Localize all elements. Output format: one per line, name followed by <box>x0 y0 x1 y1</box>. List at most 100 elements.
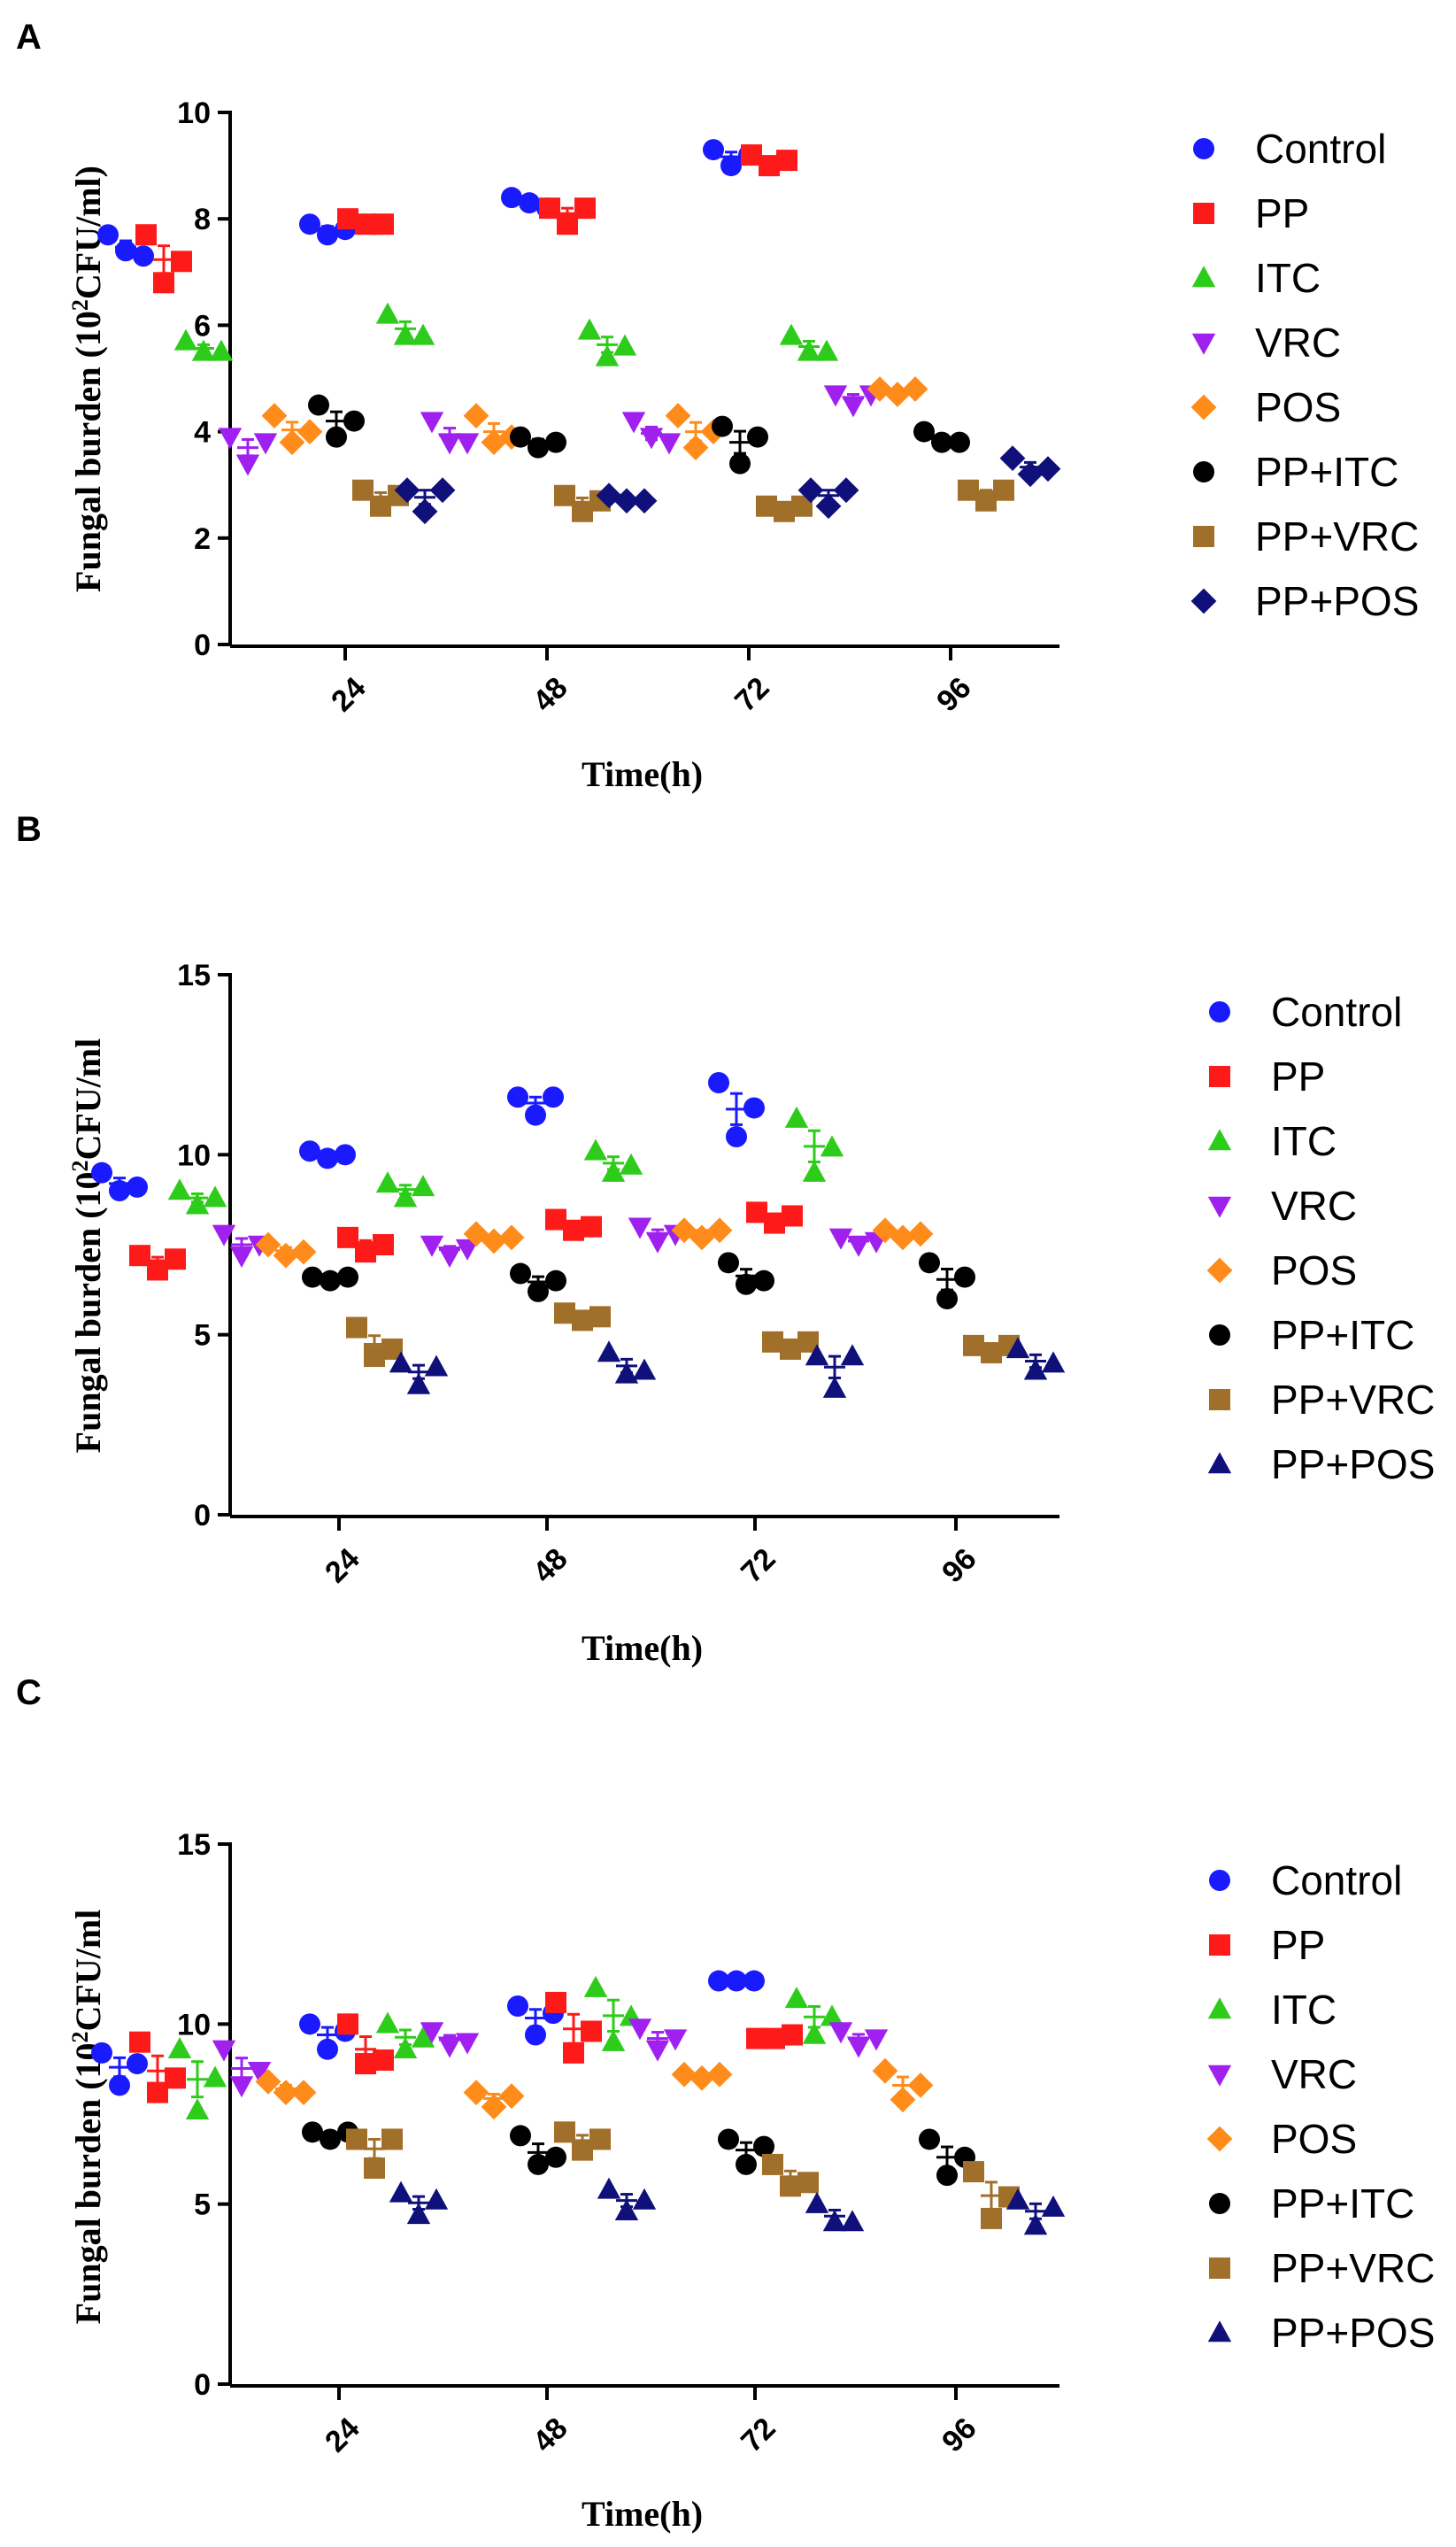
x-axis-title: Time(h) <box>582 754 703 794</box>
legend-label: PP+POS <box>1255 578 1419 624</box>
legend-label: ITC <box>1271 1987 1337 2033</box>
legend-label: POS <box>1271 2116 1357 2162</box>
data-point <box>212 1224 236 1246</box>
data-point <box>671 2061 697 2088</box>
data-point <box>394 477 420 504</box>
data-point <box>91 2041 112 2064</box>
legend-marker <box>1190 394 1217 421</box>
x-tick-label: 96 <box>930 671 978 719</box>
legend-marker <box>1193 203 1214 224</box>
data-point <box>255 2069 281 2095</box>
data-point <box>373 213 394 235</box>
x-tick-label: 24 <box>319 2412 366 2459</box>
series-ITC <box>167 1975 844 2120</box>
data-point <box>1041 1351 1066 1373</box>
data-point <box>907 1221 934 1247</box>
series-VRC <box>212 2018 889 2098</box>
data-point <box>779 323 804 345</box>
data-point <box>632 2188 657 2210</box>
data-point <box>261 403 288 428</box>
legend-label: ITC <box>1255 255 1321 301</box>
panel-label: C <box>16 1673 42 1712</box>
y-tick-label: 5 <box>194 1319 211 1353</box>
data-point <box>209 339 234 361</box>
data-point <box>545 2146 566 2168</box>
data-point <box>463 403 489 428</box>
y-axis-title-suffix: CFU/ml <box>68 1910 108 2032</box>
legend-label: ITC <box>1271 1118 1337 1164</box>
legend: Control PP ITC VRC POS PP+ITC PP+VRC PP+POS <box>1190 126 1419 624</box>
legend-label: POS <box>1255 384 1341 430</box>
data-point <box>97 224 119 246</box>
data-point <box>346 1316 367 1339</box>
x-tick-label: 72 <box>728 671 776 719</box>
legend-label: PP+ITC <box>1255 449 1398 495</box>
data-point <box>498 1224 525 1251</box>
data-point <box>127 2053 148 2075</box>
data-point <box>762 2153 783 2175</box>
data-point <box>820 2004 844 2026</box>
data-point <box>828 2022 853 2044</box>
data-point <box>802 2022 827 2044</box>
data-point <box>583 1975 608 1997</box>
data-point <box>411 323 435 345</box>
data-point <box>805 1344 829 1366</box>
series-PP+VRC <box>346 1302 1020 1368</box>
data-point <box>736 2153 757 2175</box>
data-point <box>455 2033 480 2055</box>
series-PP <box>129 1991 803 2103</box>
data-point <box>420 2022 444 2044</box>
series-PP+POS <box>389 2177 1066 2235</box>
legend-marker <box>1207 1196 1232 1218</box>
data-point <box>109 1180 130 1201</box>
data-point <box>597 2177 621 2199</box>
legend-marker <box>1209 2193 1230 2214</box>
data-point <box>406 2203 431 2225</box>
legend-label: VRC <box>1271 2051 1357 2097</box>
data-point <box>872 2057 898 2084</box>
data-point <box>822 1376 847 1398</box>
legend-label: Control <box>1271 1857 1402 1903</box>
data-point <box>375 1171 400 1193</box>
data-point <box>185 2098 210 2120</box>
data-point <box>381 2128 403 2150</box>
data-point <box>133 245 154 267</box>
data-point <box>337 2013 358 2035</box>
data-point <box>510 1262 531 1285</box>
data-point <box>601 1160 626 1182</box>
data-point <box>501 187 522 209</box>
data-point <box>936 1288 958 1309</box>
data-point <box>185 1192 210 1215</box>
data-point <box>343 410 365 432</box>
data-point <box>481 1228 507 1254</box>
data-point <box>212 2040 236 2062</box>
data-point <box>631 488 658 514</box>
x-tick-label: 48 <box>527 2412 574 2459</box>
data-point <box>375 302 400 324</box>
data-point <box>203 2065 227 2088</box>
legend-label: PP+ITC <box>1271 1312 1414 1358</box>
legend: Control PP ITC VRC POS PP+ITC PP+VRC PP+POS <box>1206 1857 1435 2356</box>
data-point <box>563 2041 584 2064</box>
legend-label: VRC <box>1255 320 1341 366</box>
legend-label: PP+VRC <box>1271 2245 1435 2291</box>
legend-label: PP+VRC <box>1255 513 1419 560</box>
series-PP <box>135 144 797 294</box>
legend-marker <box>1206 1257 1233 1284</box>
data-point <box>411 1175 435 1197</box>
data-point <box>949 431 970 453</box>
y-axis-title: Fungal burden (102CFU/ml <box>67 1910 108 2325</box>
legend-marker <box>1207 2065 1232 2087</box>
data-point <box>753 2135 774 2157</box>
data-point <box>628 2018 652 2041</box>
data-point <box>706 1217 733 1244</box>
x-axis-title: Time(h) <box>582 2494 703 2534</box>
data-point <box>302 2121 323 2143</box>
legend-marker <box>1206 2126 1233 2152</box>
data-point <box>91 1162 112 1184</box>
data-point <box>129 2031 150 2053</box>
data-point <box>963 2161 984 2183</box>
y-tick-label: 6 <box>194 309 211 343</box>
legend-marker <box>1193 138 1214 159</box>
